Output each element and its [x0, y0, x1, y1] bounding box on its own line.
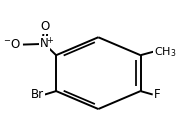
- Text: $^{-}$O: $^{-}$O: [3, 38, 22, 51]
- Text: +: +: [46, 35, 53, 45]
- Text: F: F: [154, 88, 161, 101]
- Text: Br: Br: [31, 88, 44, 101]
- Text: CH$_3$: CH$_3$: [154, 45, 176, 59]
- Text: N: N: [40, 37, 49, 50]
- Text: O: O: [41, 20, 50, 33]
